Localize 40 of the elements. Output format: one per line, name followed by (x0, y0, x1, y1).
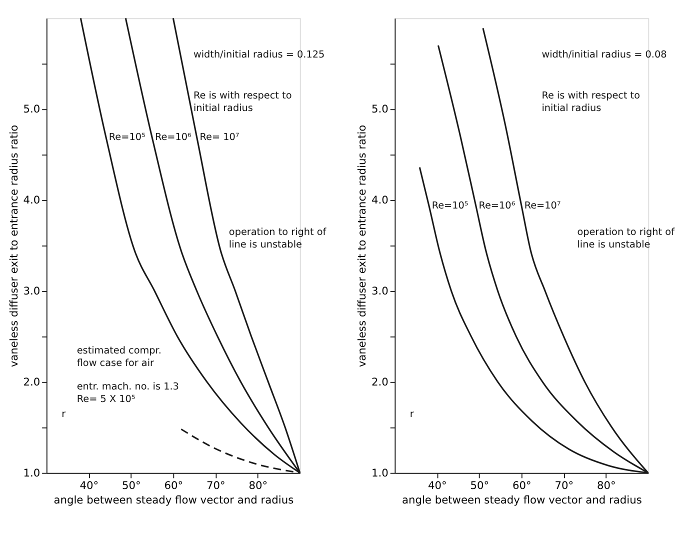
annotation: Re=10⁶ (154, 132, 192, 144)
y-tick-label: 5.0 (23, 102, 40, 116)
y-axis-title: vaneless diffuser exit to entrance radius ratio (7, 124, 20, 368)
y-tick-label: 1.0 (23, 466, 40, 480)
annotation: Re=10⁷ (524, 200, 561, 212)
annotation: operation to right of line is unstable (228, 227, 327, 251)
y-tick-label: 4.0 (372, 193, 389, 206)
y-tick-label: 2.0 (23, 375, 40, 388)
y-tick-label: 4.0 (23, 193, 40, 206)
annotation: Re is with respect to initial radius (542, 90, 640, 114)
x-tick-label: 60° (164, 478, 184, 492)
annotation: operation to right of line is unstable (577, 227, 676, 251)
annotation: Re is with respect to initial radius (193, 90, 292, 114)
x-axis-title: angle between steady flow vector and radius (54, 493, 294, 506)
y-axis-title: vaneless diffuser exit to entrance radius ratio (356, 124, 369, 368)
annotation: Re=10⁵ (432, 200, 468, 212)
x-tick-label: 50° (122, 478, 141, 492)
x-tick-label: 70° (554, 478, 574, 492)
x-tick-label: 80° (248, 478, 268, 492)
annotation: r (410, 408, 414, 420)
annotation: Re=10⁶ (478, 200, 516, 212)
x-tick-label: 50° (470, 478, 490, 492)
annotation: r (62, 408, 66, 420)
y-tick-label: 5.0 (372, 102, 389, 116)
annotation: estimated compr. flow case for air (76, 345, 162, 369)
x-tick-label: 80° (596, 478, 616, 492)
x-tick-label: 60° (512, 478, 532, 492)
x-axis-title: angle between steady flow vector and radius (402, 493, 642, 506)
y-tick-label: 3.0 (23, 284, 40, 298)
x-tick-label: 40° (428, 478, 447, 492)
annotation: entr. mach. no. is 1.3 Re= 5 X 10⁵ (76, 382, 179, 406)
x-tick-label: 40° (80, 478, 99, 492)
y-tick-label: 1.0 (372, 466, 389, 480)
annotation: Re= 10⁷ (200, 132, 240, 144)
annotation: width/initial radius = 0.08 (542, 50, 667, 61)
y-tick-label: 3.0 (372, 284, 389, 298)
x-tick-label: 70° (206, 478, 226, 492)
annotation: Re=10⁵ (108, 132, 146, 144)
annotation: width/initial radius = 0.125 (193, 50, 325, 61)
y-tick-label: 2.0 (372, 375, 389, 388)
